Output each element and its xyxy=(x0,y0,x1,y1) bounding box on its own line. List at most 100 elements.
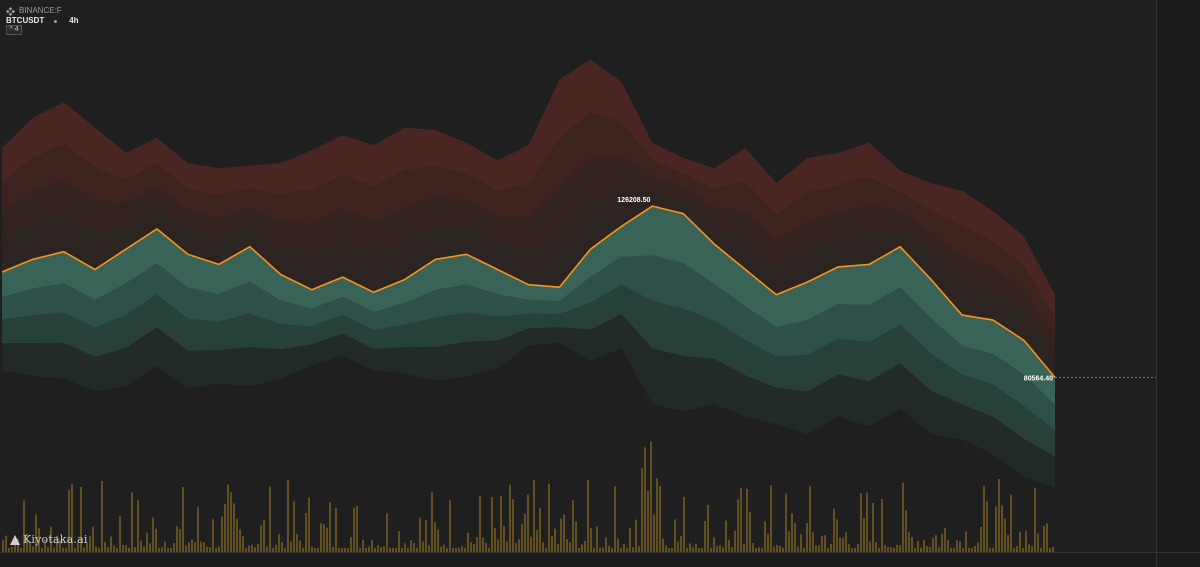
volume-bar xyxy=(1019,531,1021,552)
volume-bar xyxy=(458,547,460,552)
volume-bar xyxy=(11,546,13,552)
volume-bar xyxy=(227,484,229,552)
volume-bar xyxy=(917,541,919,552)
volume-bar xyxy=(17,538,19,552)
volume-bar xyxy=(767,533,769,552)
volume-bar xyxy=(182,486,184,552)
volume-bar xyxy=(797,546,799,552)
volume-bar xyxy=(977,542,979,552)
timeframe-label[interactable]: 4h xyxy=(69,16,79,25)
volume-bar xyxy=(575,521,577,552)
volume-bar xyxy=(1052,546,1054,552)
volume-bar xyxy=(710,547,712,552)
volume-bar xyxy=(938,547,940,552)
volume-bar xyxy=(923,540,925,552)
volume-bar xyxy=(407,547,409,552)
volume-bar xyxy=(671,547,673,552)
volume-bar xyxy=(257,543,259,552)
volume-bar xyxy=(620,547,622,552)
volume-bar xyxy=(689,543,691,552)
volume-bar xyxy=(782,547,784,552)
volume-bar xyxy=(410,540,412,552)
volume-bar xyxy=(1043,525,1045,552)
volume-bar xyxy=(467,532,469,552)
volume-bar xyxy=(902,482,904,552)
volume-bar xyxy=(908,531,910,552)
volume-bar xyxy=(638,546,640,552)
volume-bar xyxy=(446,547,448,552)
volume-bar xyxy=(488,547,490,552)
volume-bar xyxy=(221,516,223,552)
volume-bar xyxy=(329,501,331,552)
volume-bar xyxy=(416,547,418,552)
volume-bar xyxy=(641,468,643,552)
volume-bar xyxy=(863,518,865,552)
volume-bar xyxy=(44,539,46,552)
volume-bar xyxy=(659,485,661,552)
volume-bar xyxy=(701,547,703,552)
volume-bar xyxy=(65,547,67,552)
watermark-text: Kiyotaka.ai xyxy=(23,533,88,546)
volume-bar xyxy=(2,539,4,552)
volume-bar xyxy=(989,547,991,552)
volume-bar xyxy=(791,513,793,552)
volume-bar xyxy=(677,541,679,552)
symbol-label[interactable]: BTCUSDT xyxy=(6,16,45,25)
volume-bar xyxy=(185,545,187,552)
volume-bar xyxy=(341,547,343,552)
volume-bar xyxy=(1037,533,1039,552)
separator-dot-icon xyxy=(54,19,58,23)
volume-bar xyxy=(581,544,583,552)
price-line[interactable] xyxy=(1,205,1056,379)
volume-bar xyxy=(944,527,946,552)
volume-bar xyxy=(662,538,664,552)
price-axis[interactable] xyxy=(1156,0,1200,552)
volume-bar xyxy=(98,547,100,552)
time-axis[interactable] xyxy=(0,552,1156,567)
volume-bar xyxy=(1034,488,1036,552)
volume-bar xyxy=(713,537,715,552)
volume-bar xyxy=(830,543,832,552)
volume-bar xyxy=(179,529,181,552)
volume-bar xyxy=(143,547,145,552)
volume-bar xyxy=(848,544,850,552)
volume-bar xyxy=(845,532,847,552)
volume-bar xyxy=(551,536,553,552)
volume-bar xyxy=(764,521,766,552)
lower-band-zone xyxy=(2,314,1055,488)
volume-bar xyxy=(1040,547,1042,552)
volume-bar xyxy=(203,542,205,552)
symbol-row[interactable]: BTCUSDT 4h xyxy=(6,16,79,26)
volume-bar xyxy=(386,513,388,552)
volume-bar xyxy=(491,497,493,552)
volume-bar xyxy=(200,541,202,552)
volume-bar xyxy=(68,490,70,552)
volume-bar xyxy=(1031,546,1033,552)
volume-bar xyxy=(668,547,670,552)
volume-bar xyxy=(686,547,688,552)
volume-bar xyxy=(365,547,367,552)
volume-bar xyxy=(443,544,445,552)
volume-bar xyxy=(236,518,238,552)
volume-bar xyxy=(815,545,817,552)
volume-bar xyxy=(749,511,751,552)
volume-bar xyxy=(635,519,637,552)
volume-bar xyxy=(527,494,529,552)
volume-bar xyxy=(344,547,346,552)
lower-band-zone xyxy=(2,255,1055,431)
volume-bar xyxy=(752,543,754,552)
volume-bar xyxy=(164,541,166,552)
volume-bar xyxy=(512,499,514,552)
volume-bar xyxy=(461,546,463,552)
volume-bar xyxy=(290,541,292,552)
volume-bar xyxy=(887,546,889,552)
volume-bar xyxy=(896,544,898,552)
volume-bar xyxy=(152,517,154,552)
volume-bar xyxy=(437,529,439,552)
volume-bar xyxy=(86,542,88,552)
indicator-toggle-button[interactable]: ^ 4 xyxy=(6,25,22,35)
volume-bar xyxy=(554,528,556,552)
volume-bar xyxy=(470,542,472,552)
